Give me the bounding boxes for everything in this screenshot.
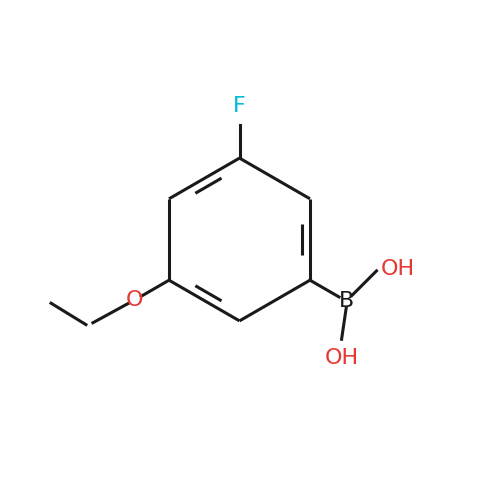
Text: OH: OH (381, 259, 415, 279)
Text: B: B (339, 291, 354, 311)
Text: OH: OH (325, 348, 359, 368)
Text: F: F (233, 96, 246, 116)
Text: O: O (126, 290, 144, 310)
